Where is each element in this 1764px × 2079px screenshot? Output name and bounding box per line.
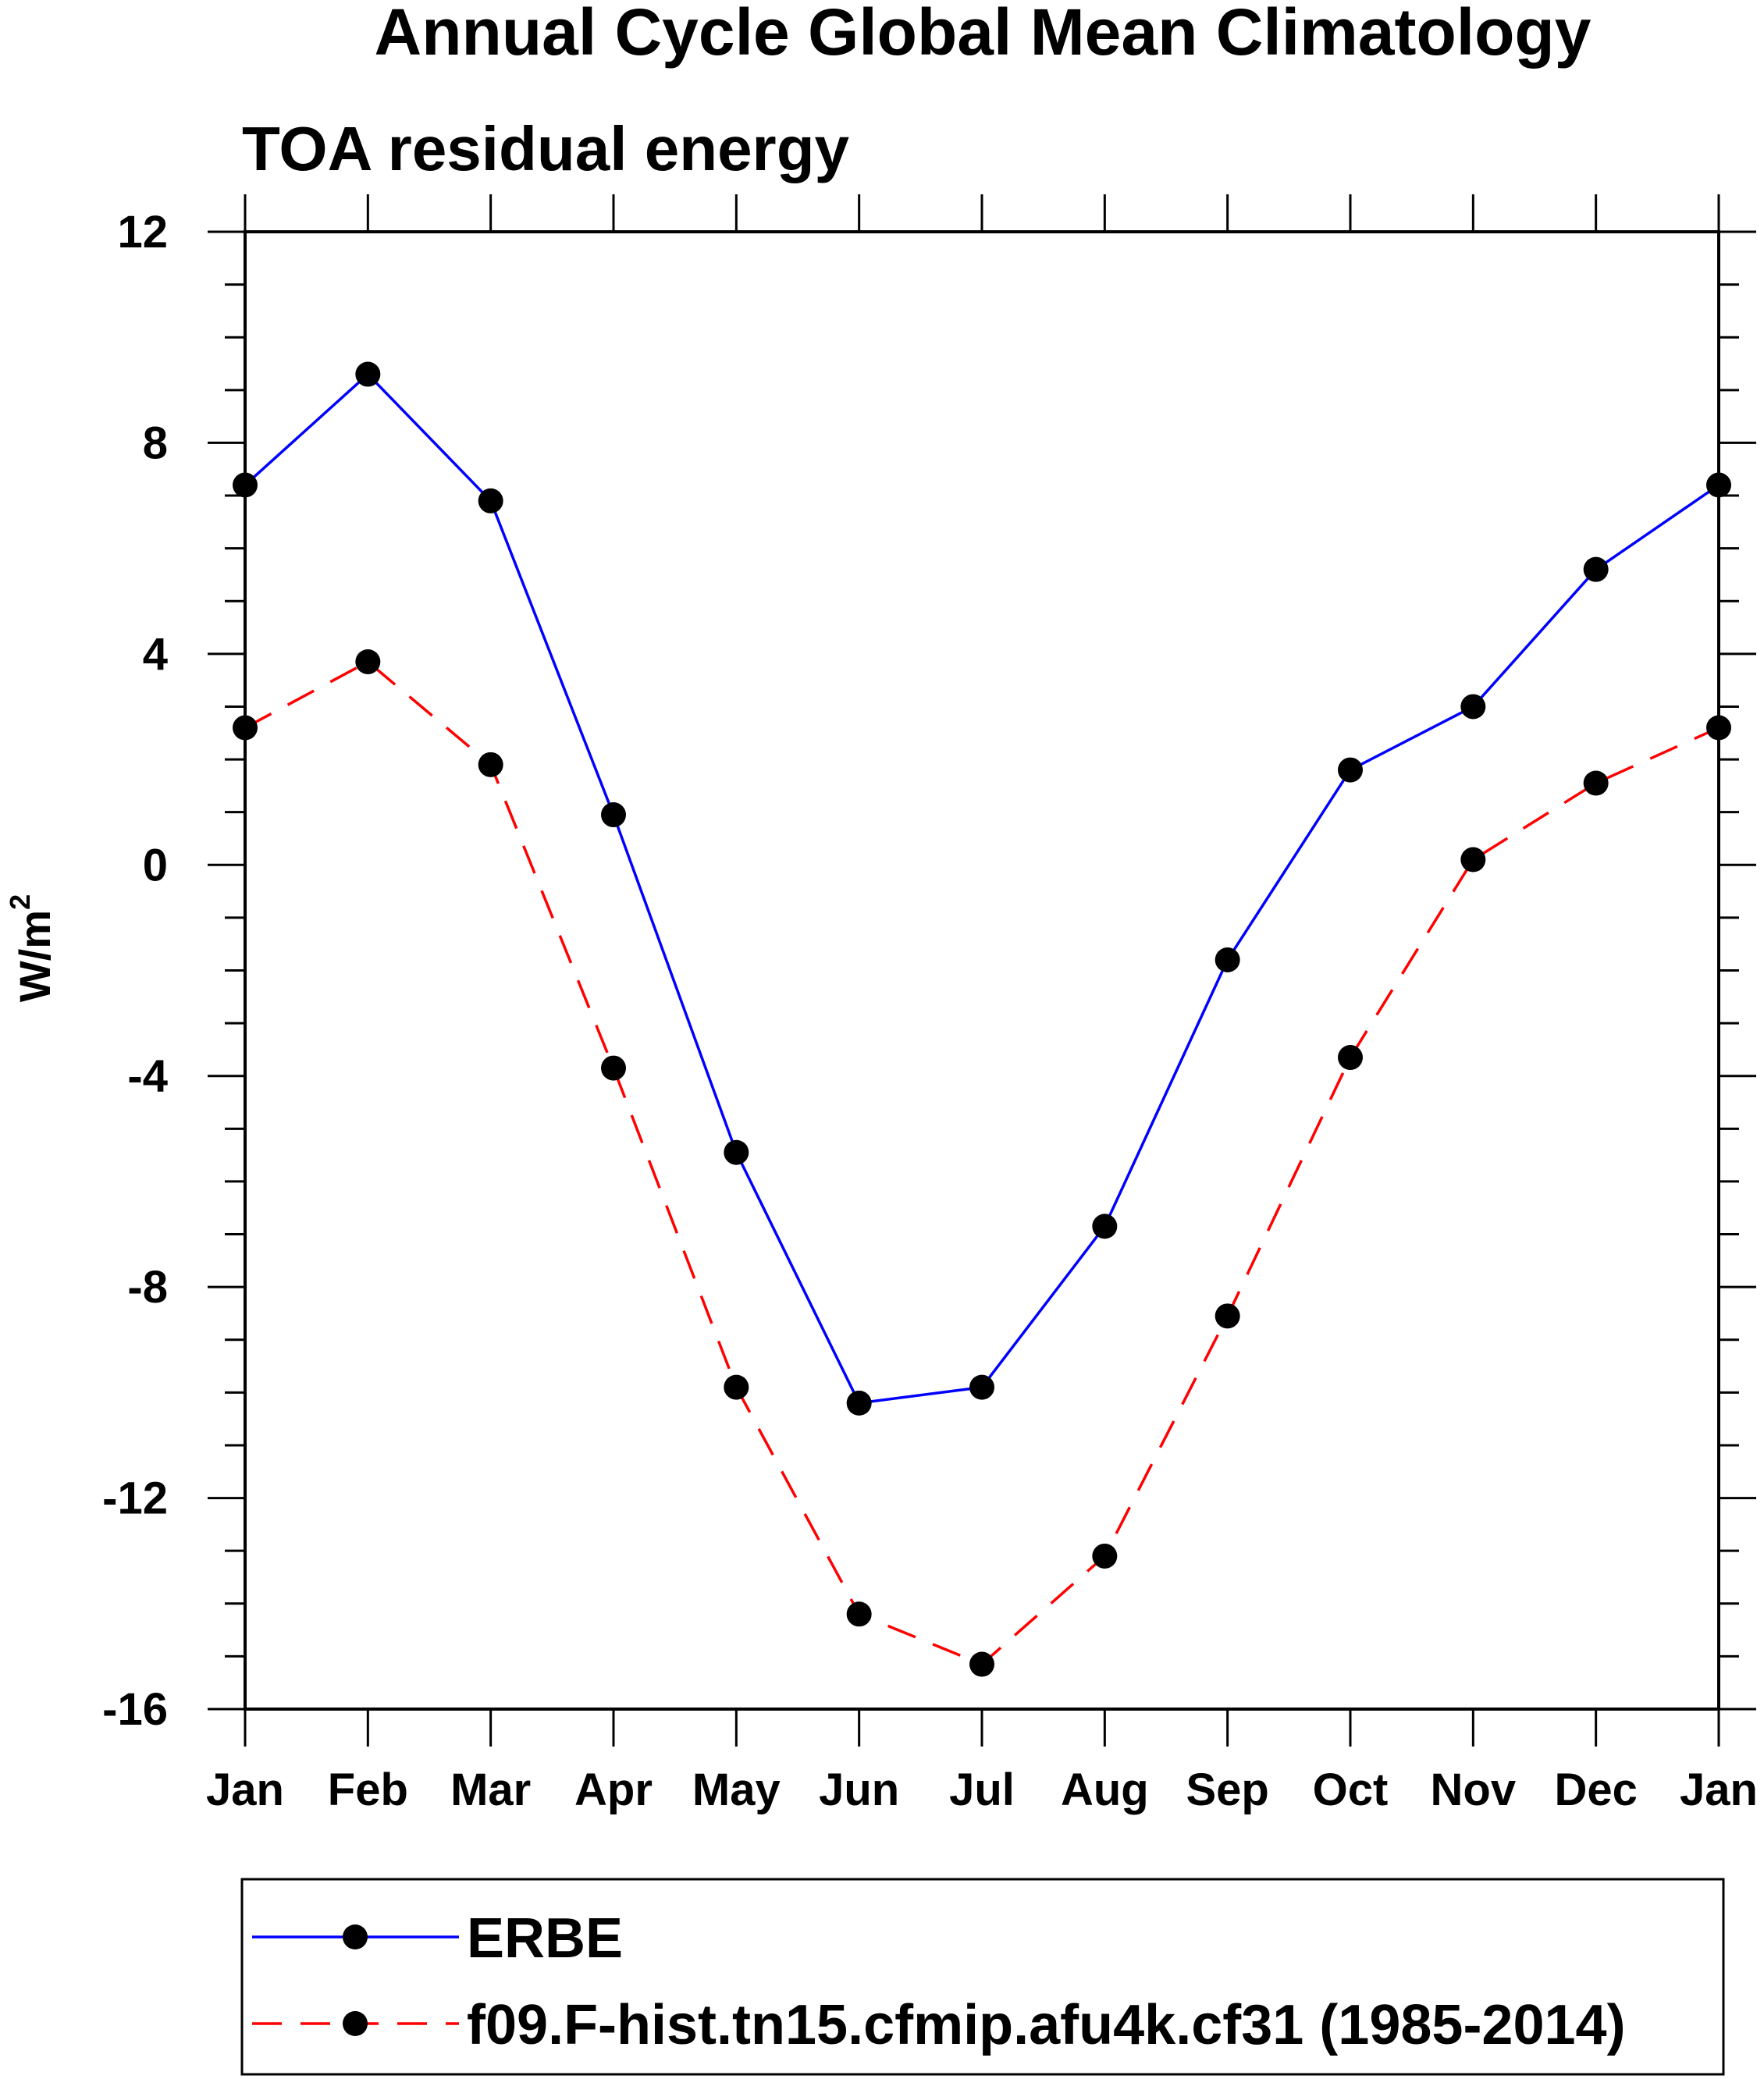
x-tick-label: May: [692, 1764, 781, 1815]
legend: ERBE f09.F-hist.tn15.cfmip.afu4k.cf31 (19…: [240, 1878, 1725, 2076]
series-2-point: [478, 752, 503, 777]
series-1-point: [724, 1139, 749, 1165]
y-tick-label: -8: [127, 1262, 168, 1313]
x-tick-label: Jan: [206, 1764, 284, 1815]
x-tick-label: Dec: [1554, 1764, 1637, 1815]
series-2-point: [1706, 715, 1731, 741]
x-tick-label: Apr: [574, 1764, 653, 1815]
series-2-point: [601, 1055, 626, 1081]
x-tick-label: Jan: [1680, 1764, 1758, 1815]
svg-text:W/m2: W/m2: [4, 894, 59, 1002]
series-1-point: [1460, 694, 1486, 720]
x-tick-label: Mar: [450, 1764, 531, 1815]
x-tick-label: Oct: [1313, 1764, 1389, 1815]
series-1-point: [601, 802, 626, 828]
y-axis-label: W/m2: [4, 894, 59, 1002]
legend-marker-1: [343, 1924, 368, 1949]
series-1-point: [1092, 1214, 1118, 1239]
series-1-point: [1583, 556, 1609, 582]
plot-area: 12 8 4 0 -4 -8 -12 -16 Jan Feb Mar Apr May Jun Jul Aug S…: [102, 194, 1758, 1815]
y-axis-label-text: W/m: [10, 910, 59, 1002]
plot-frame: [244, 230, 1720, 1711]
series-1-point: [1338, 757, 1363, 783]
series-1-point: [355, 361, 381, 387]
series-line-2: [244, 659, 1720, 1666]
y-axis-label-superscript: 2: [4, 894, 36, 910]
y-tick-label: -16: [102, 1684, 168, 1735]
x-tick-label: Jul: [949, 1764, 1015, 1815]
series-2-point: [846, 1601, 872, 1627]
series-1-point: [969, 1374, 994, 1400]
series-1-point: [1215, 947, 1240, 972]
y-tick-label: -12: [102, 1473, 168, 1524]
legend-marker-2: [343, 2011, 368, 2036]
x-tick-label: Aug: [1061, 1764, 1149, 1815]
series-2-point: [969, 1651, 994, 1677]
series-2-point: [1460, 847, 1486, 872]
chart-subtitle: TOA residual energy: [242, 114, 850, 183]
y-tick-label: 4: [143, 629, 168, 680]
series-2-point: [1215, 1303, 1240, 1329]
x-tick-label: Jun: [819, 1764, 899, 1815]
series-1-point: [846, 1390, 872, 1416]
y-tick-label: 12: [117, 207, 168, 258]
chart-title: Annual Cycle Global Mean Climatology: [375, 0, 1592, 69]
x-tick-label: Nov: [1431, 1764, 1517, 1815]
legend-label-2: f09.F-hist.tn15.cfmip.afu4k.cf31 (1985-2…: [467, 1994, 1626, 2056]
series-2-point: [233, 715, 258, 741]
series-2-point: [1583, 770, 1609, 796]
series-2-point: [1338, 1045, 1363, 1071]
series-line-1: [244, 372, 1720, 1405]
series-2-point: [355, 649, 381, 674]
y-tick-label: -4: [127, 1051, 168, 1102]
legend-label-1: ERBE: [467, 1907, 623, 1970]
series-2-point: [724, 1374, 749, 1400]
x-tick-label: Feb: [328, 1764, 408, 1815]
series-1-point: [233, 472, 258, 498]
legend-box: [240, 1878, 1725, 2076]
y-tick-label: 8: [143, 418, 168, 468]
y-tick-label: 0: [143, 840, 168, 890]
series-2-point: [1092, 1543, 1118, 1569]
series-1-point: [1706, 472, 1731, 498]
x-tick-label: Sep: [1186, 1764, 1268, 1815]
series-1-point: [478, 488, 503, 514]
